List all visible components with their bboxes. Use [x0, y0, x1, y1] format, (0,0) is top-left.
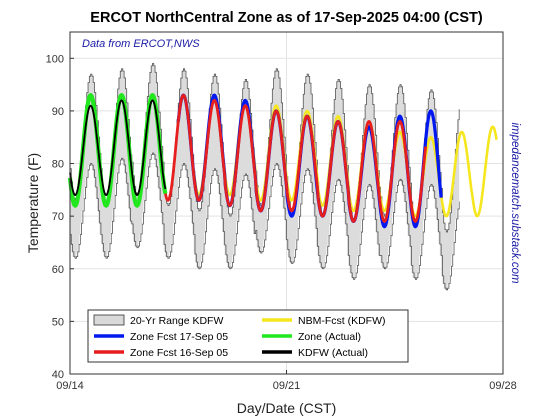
legend-label: Zone (Actual)	[298, 331, 361, 343]
legend-label: Zone Fcst 16-Sep 05	[130, 347, 228, 359]
y-tick-label: 50	[52, 316, 64, 328]
x-tick-label: 09/28	[489, 380, 517, 392]
y-tick-label: 80	[52, 159, 64, 171]
series-line-kdfw-actual	[69, 99, 167, 197]
x-axis-label: Day/Date (CST)	[237, 400, 337, 416]
legend-label: NBM-Fcst (KDFW)	[298, 315, 385, 327]
chart-title: ERCOT NorthCentral Zone as of 17-Sep-202…	[90, 10, 483, 26]
y-axis-label: Temperature (F)	[25, 153, 41, 253]
series-line-zone-fcst-16-sep-05	[145, 93, 428, 223]
series-layer	[67, 93, 498, 229]
axis-ticks: 40 50 60 70 80 90 100 09/14 09/21 09/28	[46, 53, 517, 392]
y-tick-label: 90	[52, 106, 64, 118]
range-band-fill	[70, 63, 460, 290]
range-band-lower	[70, 152, 460, 291]
y-tick-label: 40	[52, 369, 64, 381]
y-tick-label: 100	[46, 53, 64, 65]
legend-label: 20-Yr Range KDFW	[130, 315, 223, 327]
legend-label: KDFW (Actual)	[298, 347, 368, 359]
legend-swatch	[93, 314, 125, 326]
legend-box	[87, 309, 409, 363]
x-tick-label: 09/14	[56, 380, 84, 392]
legend: 20-Yr Range KDFW NBM-Fcst (KDFW) Zone Fcst…	[87, 309, 409, 363]
data-source-note: Data from ERCOT,NWS	[82, 38, 200, 50]
y-tick-label: 60	[52, 264, 64, 276]
legend-label: Zone Fcst 17-Sep 05	[130, 331, 228, 343]
site-credit: impedancematch.substack.com	[509, 122, 521, 283]
x-tick-label: 09/21	[273, 380, 301, 392]
y-tick-label: 70	[52, 211, 64, 223]
